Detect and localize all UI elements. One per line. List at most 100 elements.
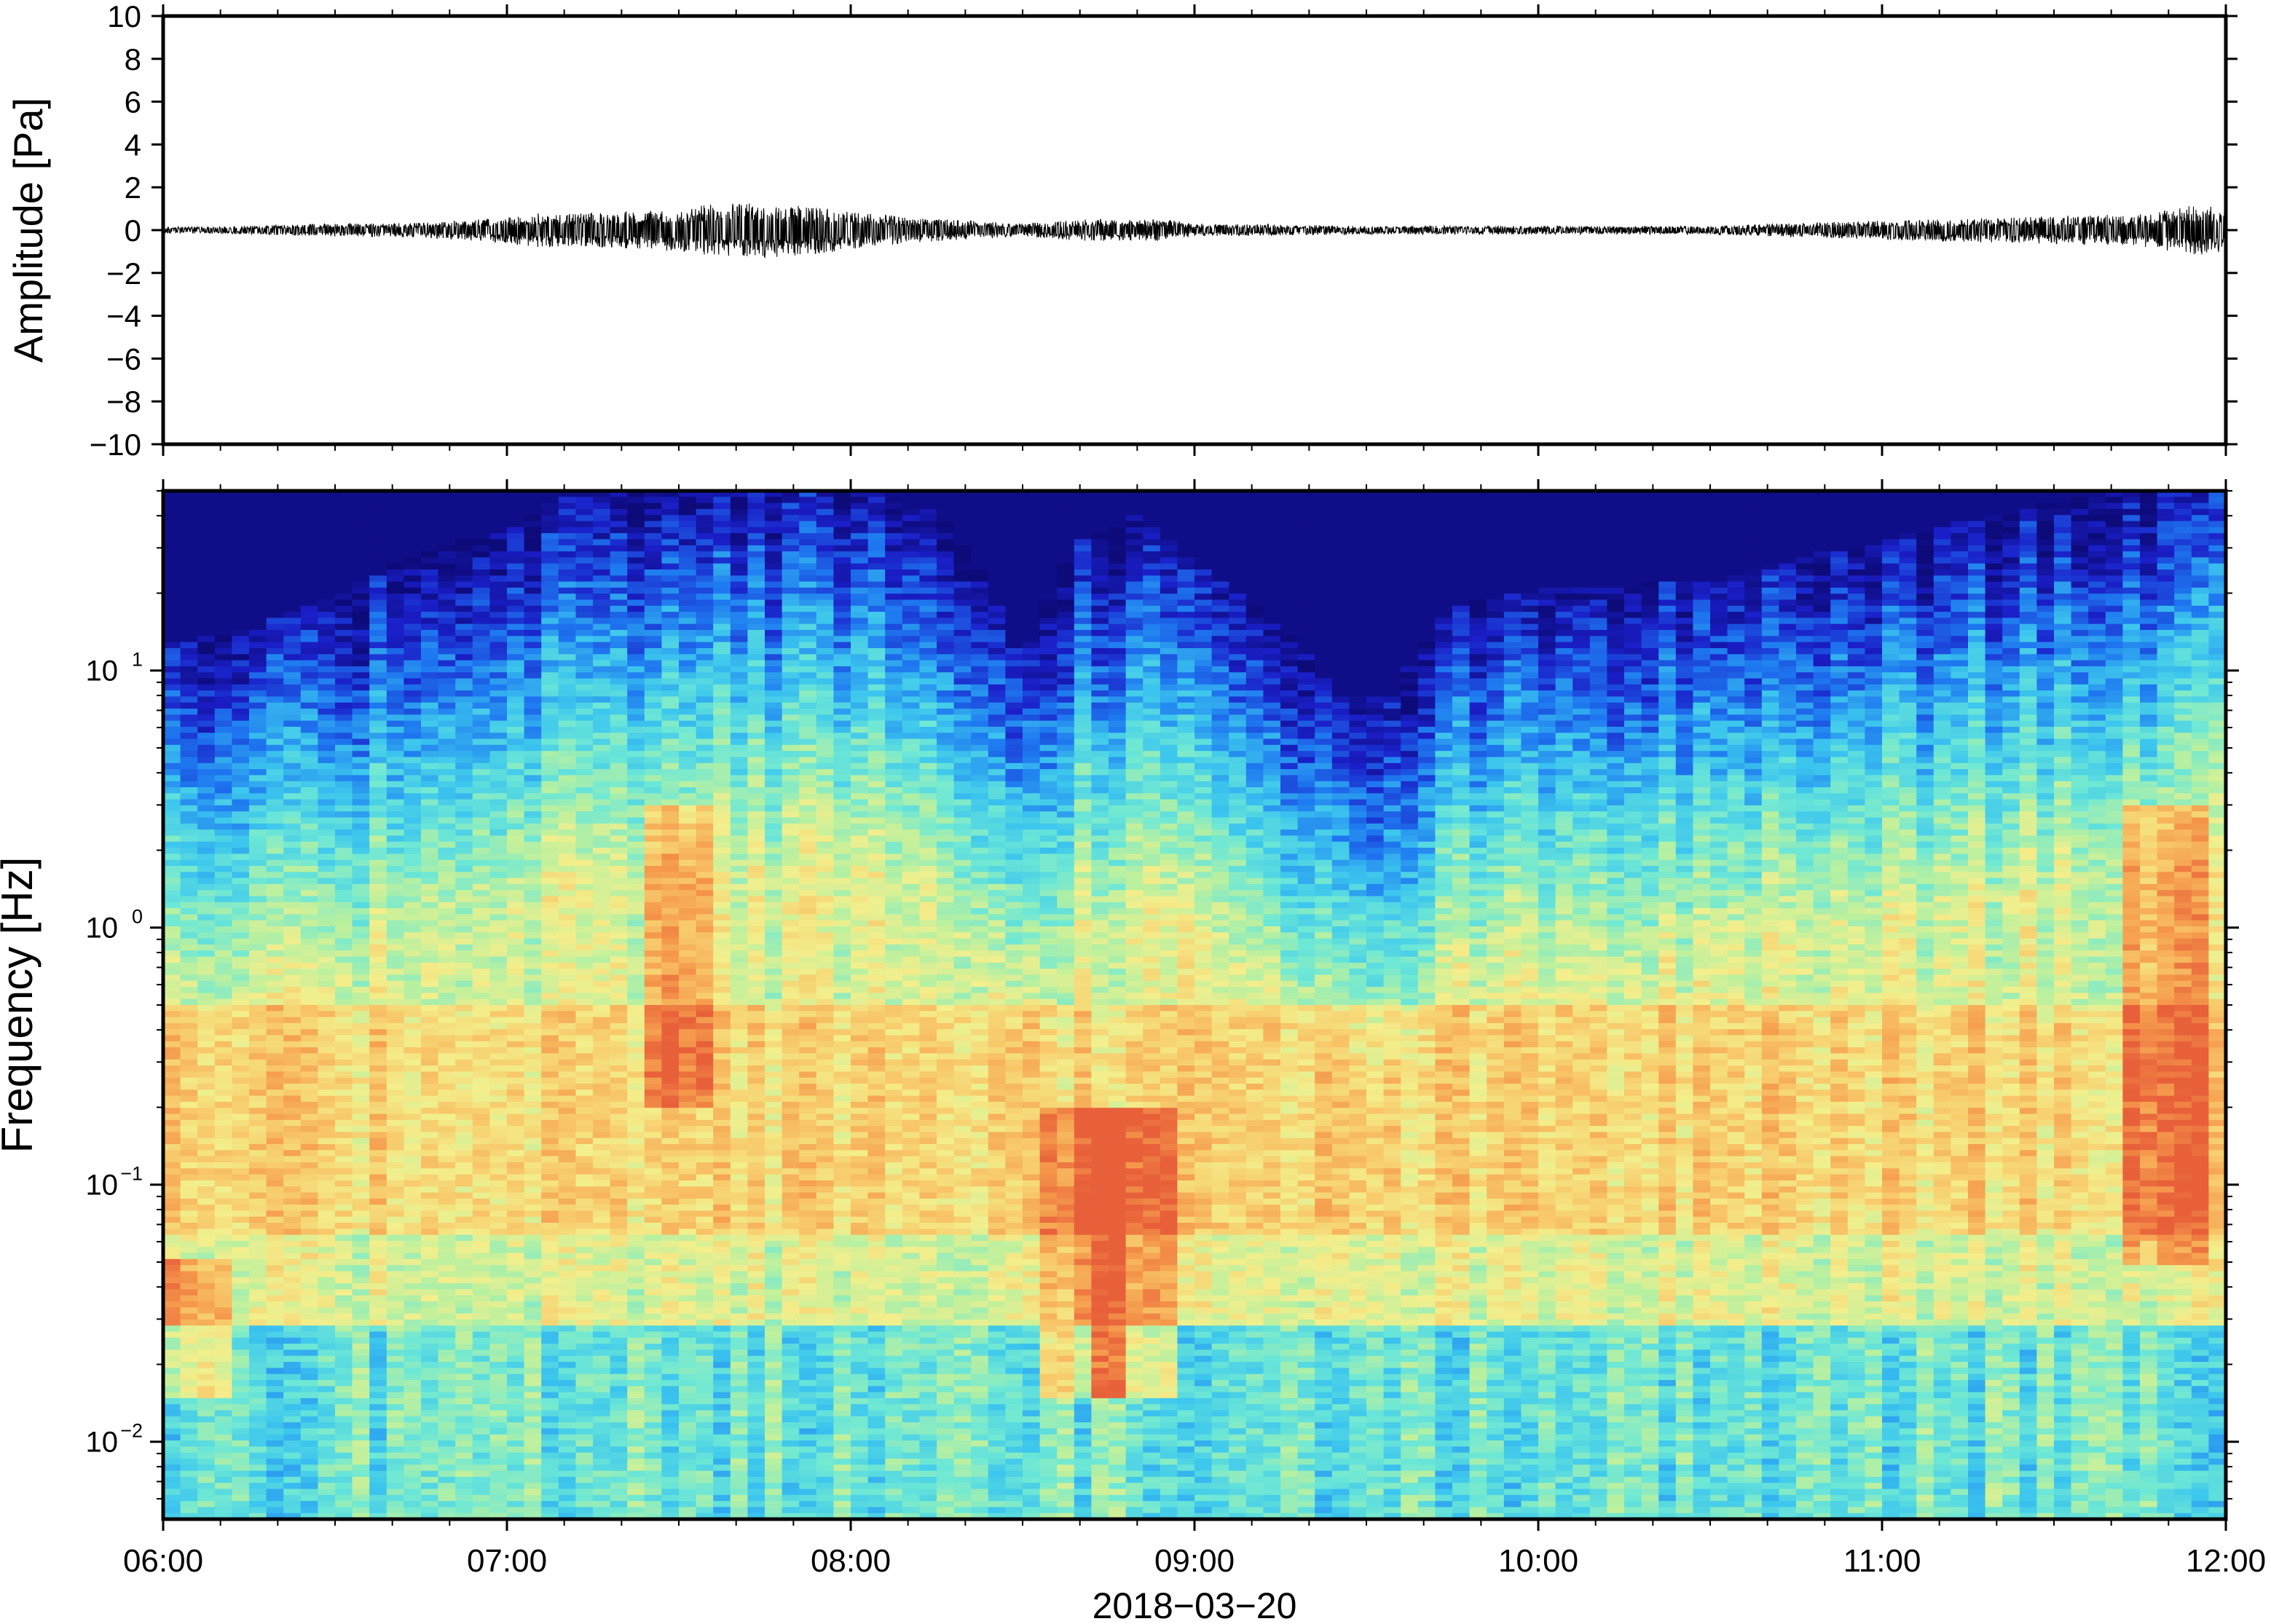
spectrogram-cell bbox=[318, 545, 336, 552]
spectrogram-cell bbox=[214, 1113, 232, 1121]
spectrogram-cell bbox=[214, 805, 232, 812]
spectrogram-cell bbox=[232, 1108, 250, 1115]
spectrogram-cell bbox=[197, 1452, 216, 1459]
spectrogram-cell bbox=[352, 866, 370, 872]
spectrogram-cell bbox=[283, 1071, 302, 1079]
waveform-frame bbox=[161, 14, 2228, 446]
spectrogram-cell bbox=[507, 1258, 525, 1266]
spectrogram-cell bbox=[404, 829, 422, 836]
spectrogram-cell bbox=[489, 762, 508, 770]
spectrogram-cell bbox=[455, 1446, 473, 1454]
spectrogram-cell bbox=[163, 1271, 181, 1278]
spectrogram-cell bbox=[524, 920, 542, 927]
spectrogram-cell bbox=[180, 762, 198, 770]
spectrogram-cell bbox=[197, 1277, 216, 1284]
spectrogram-cell bbox=[163, 1422, 181, 1429]
spectrogram-cell bbox=[489, 1392, 508, 1399]
spectrogram-cell bbox=[489, 757, 508, 764]
spectrogram-cell bbox=[421, 998, 439, 1006]
spectrogram-cell bbox=[404, 1174, 422, 1181]
spectrogram-cell bbox=[438, 1053, 456, 1060]
spectrogram-cell bbox=[472, 545, 490, 552]
spectrogram-cell bbox=[180, 1325, 198, 1333]
spectrogram-cell bbox=[197, 545, 216, 552]
spectrogram-cell bbox=[369, 854, 387, 861]
spectrogram-cell bbox=[180, 696, 198, 703]
spectrogram-cell bbox=[214, 841, 232, 848]
spectrogram-cell bbox=[541, 1234, 559, 1242]
waveform-y-tick-label: −6 bbox=[106, 342, 141, 376]
spectrogram-cell bbox=[455, 944, 473, 951]
spectrogram-cell bbox=[472, 1005, 490, 1012]
spectrogram-cell bbox=[335, 926, 353, 933]
spectrogram-cell bbox=[232, 1440, 250, 1447]
spectrogram-cell bbox=[558, 1458, 576, 1465]
spectrogram-cell bbox=[507, 521, 525, 528]
spectrogram-cell bbox=[352, 854, 370, 861]
spectrogram-cell bbox=[232, 545, 250, 552]
spectrogram-cell bbox=[318, 1035, 336, 1042]
spectrogram-cell bbox=[438, 890, 456, 897]
spectrogram-cell bbox=[610, 1071, 628, 1079]
spectrogram-cell bbox=[214, 914, 232, 921]
spectrogram-cell bbox=[283, 1410, 302, 1417]
spectrogram-cell bbox=[421, 1325, 439, 1333]
spectrogram-cell bbox=[404, 1229, 422, 1236]
spectrogram-cell bbox=[214, 932, 232, 939]
spectrogram-cell bbox=[369, 1344, 387, 1350]
spectrogram-cell bbox=[283, 491, 302, 497]
spectrogram-cell bbox=[558, 1355, 576, 1363]
spectrogram-cell bbox=[472, 841, 490, 848]
spectrogram-cell bbox=[507, 702, 525, 709]
spectrogram-cell bbox=[644, 1005, 662, 1012]
spectrogram-cell bbox=[644, 1095, 662, 1103]
spectrogram-cell bbox=[180, 1507, 198, 1514]
spectrogram-cell bbox=[163, 1192, 181, 1199]
spectrogram-cell bbox=[386, 612, 404, 618]
spectrogram-cell bbox=[455, 1022, 473, 1030]
spectrogram-cell bbox=[438, 1162, 456, 1169]
spectrogram-cell bbox=[644, 497, 662, 504]
spectrogram-cell bbox=[610, 491, 628, 497]
spectrogram-cell bbox=[214, 1138, 232, 1145]
spectrogram-cell bbox=[163, 1476, 181, 1483]
spectrogram-cell bbox=[335, 1205, 353, 1211]
spectrogram-cell bbox=[489, 1247, 508, 1254]
spectrogram-cell bbox=[627, 733, 645, 740]
spectrogram-cell bbox=[627, 1319, 645, 1326]
spectrogram-cell bbox=[524, 1198, 542, 1205]
spectrogram-cell bbox=[318, 557, 336, 564]
spectrogram-cell bbox=[352, 932, 370, 939]
spectrogram-cell bbox=[197, 678, 216, 685]
spectrogram-cell bbox=[335, 1458, 353, 1465]
spectrogram-cell bbox=[455, 823, 473, 830]
spectrogram-cell bbox=[507, 1325, 525, 1333]
spectrogram-cell bbox=[300, 896, 318, 903]
spectrogram-cell bbox=[472, 757, 490, 764]
spectrogram-cell bbox=[627, 1428, 645, 1435]
spectrogram-cell bbox=[489, 878, 508, 885]
spectrogram-cell bbox=[386, 914, 404, 921]
spectrogram-cell bbox=[489, 612, 508, 618]
spectrogram-cell bbox=[300, 1458, 318, 1465]
spectrogram-cell bbox=[610, 502, 628, 510]
spectrogram-cell bbox=[266, 1101, 284, 1108]
spectrogram-cell bbox=[524, 1144, 542, 1151]
spectrogram-cell bbox=[163, 1440, 181, 1447]
spectrogram-cell bbox=[489, 521, 508, 528]
spectrogram-cell bbox=[627, 956, 645, 963]
spectrogram-cell bbox=[541, 1150, 559, 1157]
spectrogram-cell bbox=[283, 533, 302, 540]
spectrogram-cell bbox=[438, 599, 456, 607]
spectrogram-cell bbox=[644, 726, 662, 733]
spectrogram-cell bbox=[232, 956, 250, 963]
spectrogram-cell bbox=[232, 648, 250, 655]
spectrogram-cell bbox=[283, 660, 302, 667]
spectrogram-cell bbox=[180, 1307, 198, 1314]
spectrogram-cell bbox=[249, 1470, 267, 1478]
spectrogram-cell bbox=[489, 787, 508, 794]
spectrogram-cell bbox=[593, 1113, 611, 1121]
spectrogram-cell bbox=[524, 623, 542, 631]
spectrogram-cell bbox=[369, 744, 387, 752]
